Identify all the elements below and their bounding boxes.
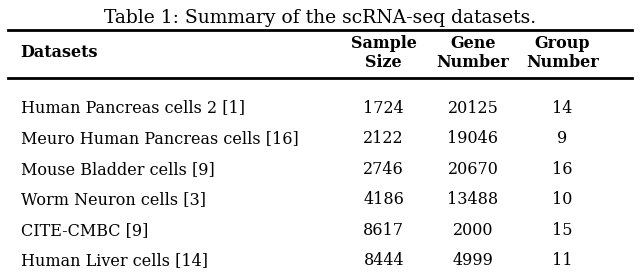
Text: Mouse Bladder cells [9]: Mouse Bladder cells [9]	[20, 161, 214, 178]
Text: 8444: 8444	[364, 252, 404, 269]
Text: Worm Neuron cells [3]: Worm Neuron cells [3]	[20, 191, 205, 208]
Text: 14: 14	[552, 100, 572, 117]
Text: 4186: 4186	[364, 191, 404, 208]
Text: 10: 10	[552, 191, 572, 208]
Text: 2122: 2122	[364, 130, 404, 147]
Text: Number: Number	[436, 54, 509, 71]
Text: Datasets: Datasets	[20, 44, 98, 61]
Text: Sample: Sample	[351, 35, 417, 52]
Text: 11: 11	[552, 252, 572, 269]
Text: Human Liver cells [14]: Human Liver cells [14]	[20, 252, 207, 269]
Text: 2746: 2746	[364, 161, 404, 178]
Text: 4999: 4999	[452, 252, 493, 269]
Text: 16: 16	[552, 161, 572, 178]
Text: 1724: 1724	[364, 100, 404, 117]
Text: Number: Number	[526, 54, 598, 71]
Text: Meuro Human Pancreas cells [16]: Meuro Human Pancreas cells [16]	[20, 130, 298, 147]
Text: Table 1: Summary of the scRNA-seq datasets.: Table 1: Summary of the scRNA-seq datase…	[104, 10, 536, 28]
Text: 20670: 20670	[447, 161, 499, 178]
Text: 15: 15	[552, 222, 572, 239]
Text: 19046: 19046	[447, 130, 499, 147]
Text: 13488: 13488	[447, 191, 499, 208]
Text: CITE-CMBC [9]: CITE-CMBC [9]	[20, 222, 148, 239]
Text: 8617: 8617	[364, 222, 404, 239]
Text: Gene: Gene	[450, 35, 496, 52]
Text: 20125: 20125	[447, 100, 499, 117]
Text: 2000: 2000	[452, 222, 493, 239]
Text: 9: 9	[557, 130, 567, 147]
Text: Human Pancreas cells 2 [1]: Human Pancreas cells 2 [1]	[20, 100, 244, 117]
Text: Group: Group	[534, 35, 590, 52]
Text: Size: Size	[365, 54, 402, 71]
